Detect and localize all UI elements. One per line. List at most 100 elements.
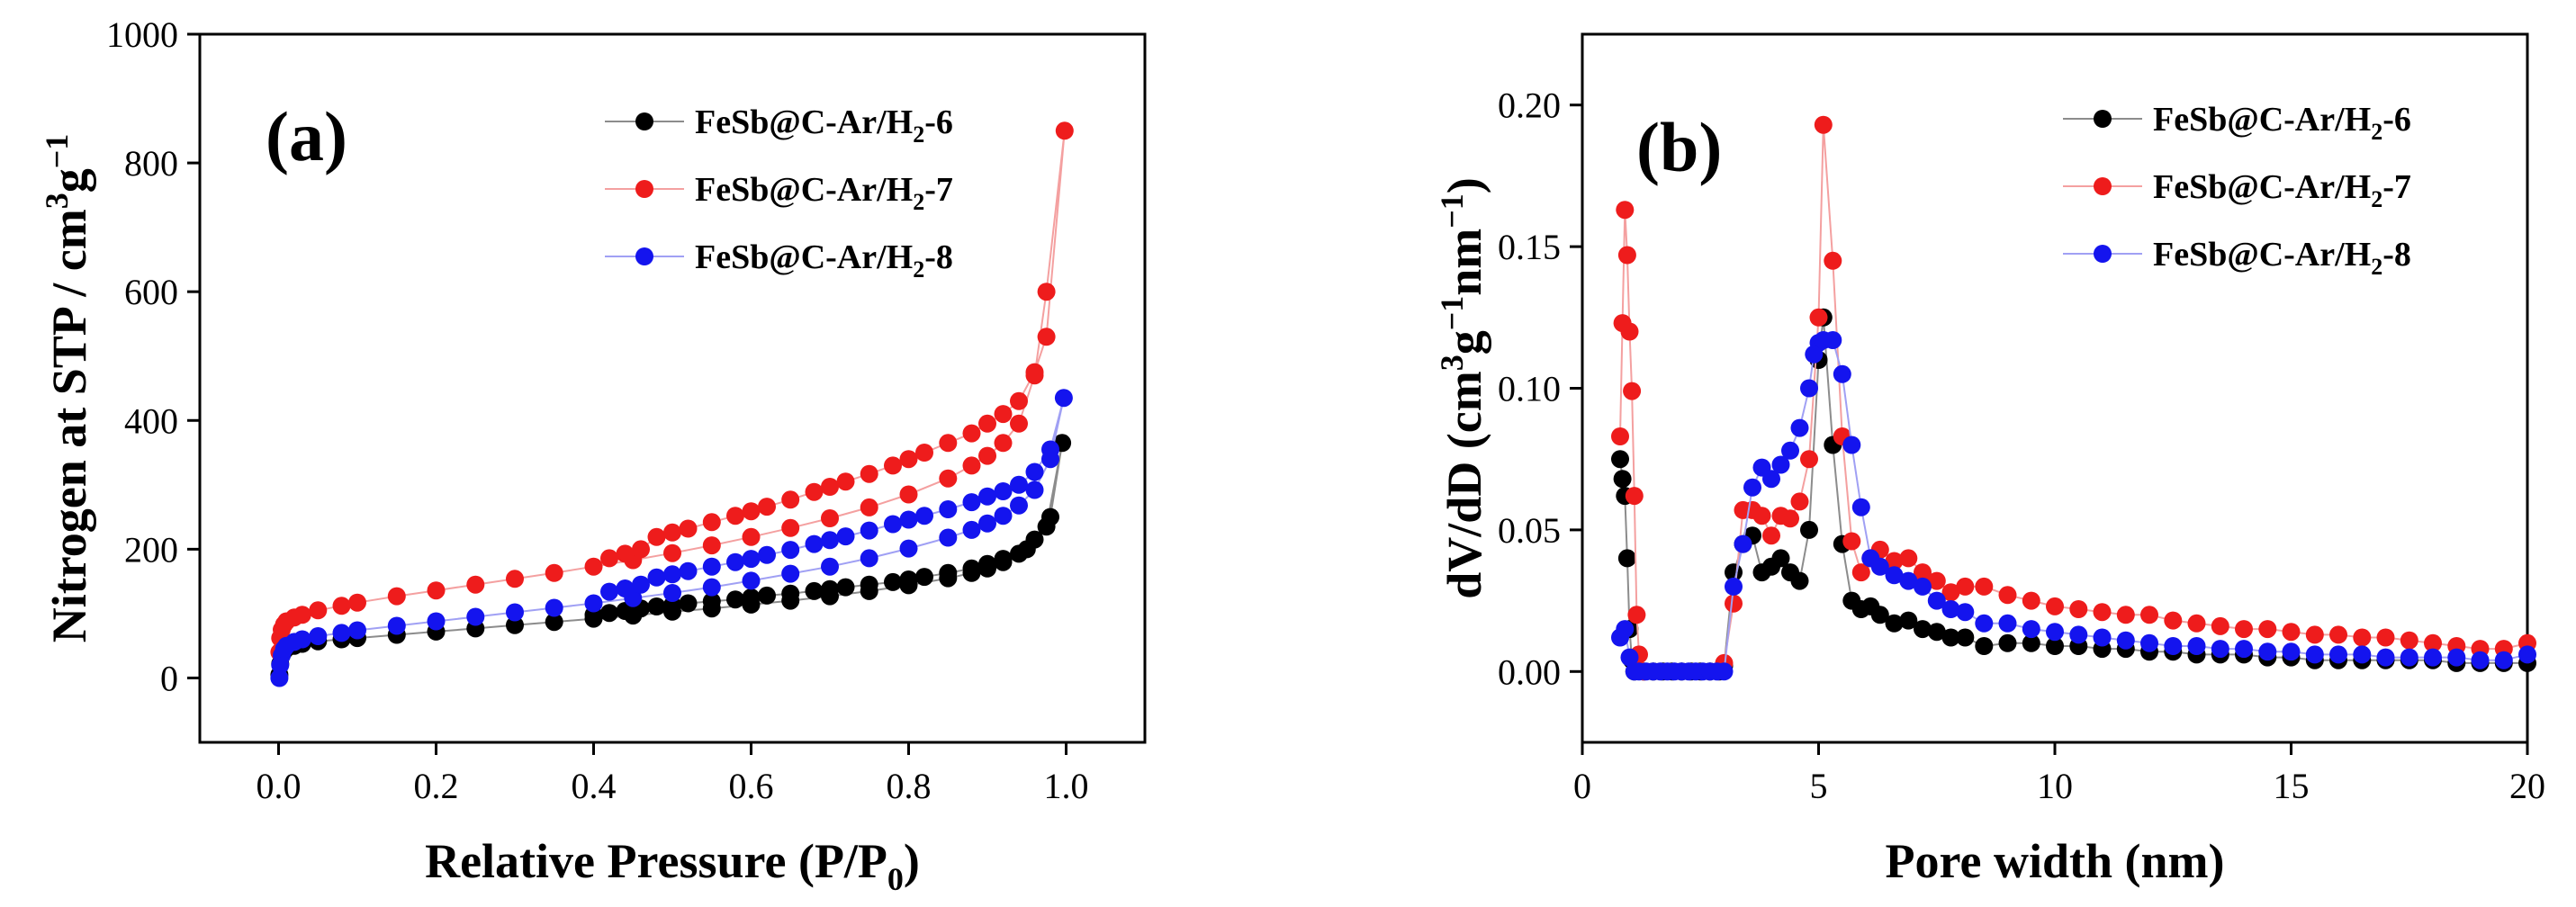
y-axis-label-superscript: 3 (1434, 355, 1470, 371)
data-point (2282, 642, 2301, 661)
chart-panel-b: 0 5 10 15 20 0.00 0.05 0.10 0.15 0.20 (b) FeSb@C-Ar… (1434, 32, 2545, 888)
data-point (860, 464, 878, 483)
data-point (821, 531, 839, 550)
data-point (1941, 628, 1960, 647)
data-point (978, 554, 996, 573)
data-point (962, 456, 981, 475)
data-point (1620, 322, 1639, 341)
y-axis-label: Nitrogen at STP / cm3g−1 (39, 134, 96, 642)
data-point (506, 615, 524, 634)
data-point (1790, 418, 1809, 437)
series-3 (1611, 331, 2536, 681)
y-axis-label-end: ) (1437, 177, 1491, 193)
data-point (2447, 648, 2466, 667)
data-point (962, 520, 981, 539)
data-point (427, 581, 446, 600)
data-point (781, 584, 800, 603)
data-point (1617, 549, 1636, 568)
data-point (616, 602, 635, 620)
legend-label-subscript: 2 (2371, 119, 2382, 145)
data-point (1914, 577, 1932, 596)
data-point (742, 527, 761, 546)
legend-label-main: FeSb@C-Ar/H (2153, 101, 2371, 139)
data-point (1927, 623, 1946, 642)
legend: FeSb@C-Ar/H2-6FeSb@C-Ar/H2-7FeSb@C-Ar/H2… (2063, 101, 2411, 280)
x-axis-label-subscript: 0 (887, 861, 904, 897)
data-point (1956, 603, 1975, 622)
x-tick-label: 20 (2509, 766, 2545, 806)
data-point (994, 550, 1013, 569)
x-tick-label: 0 (1573, 766, 1591, 806)
data-point (1611, 427, 1629, 445)
data-point (1781, 441, 1799, 460)
data-point (2211, 640, 2229, 659)
data-point (726, 590, 744, 609)
data-point (2424, 648, 2442, 667)
data-point (915, 444, 933, 462)
data-point (1998, 633, 2017, 652)
data-point (994, 434, 1013, 453)
data-point (600, 582, 618, 601)
data-point (781, 518, 800, 537)
data-point (663, 543, 681, 562)
data-point (1025, 462, 1044, 481)
data-point (899, 510, 918, 529)
data-point (2305, 625, 2324, 644)
legend-label-end: -7 (2382, 168, 2411, 206)
data-point (1800, 520, 1818, 539)
data-point (1010, 414, 1028, 433)
data-point (821, 579, 839, 598)
data-point (962, 559, 981, 578)
data-point (702, 513, 721, 532)
data-point (584, 557, 603, 576)
data-point (2116, 631, 2135, 650)
data-point (2494, 651, 2513, 669)
data-point (1975, 637, 1994, 655)
plot-frame (198, 32, 1147, 744)
data-point (1790, 571, 1809, 590)
data-point (2046, 597, 2064, 615)
data-point (2069, 600, 2088, 618)
data-point (1617, 246, 1636, 265)
y-axis-label: dV/dD (cm3g−1nm−1) (1434, 177, 1491, 599)
data-point (1914, 620, 1932, 639)
legend-label-main: FeSb@C-Ar/H (695, 238, 913, 276)
data-point (2140, 606, 2158, 624)
data-point (1790, 492, 1809, 511)
data-point (545, 563, 563, 582)
data-point (1824, 251, 1842, 270)
x-tick-label: 1.0 (1044, 766, 1089, 806)
data-point (2353, 645, 2372, 664)
x-axis-label: Pore width (nm) (1886, 834, 2225, 888)
data-point (962, 424, 981, 443)
data-point (1762, 470, 1780, 489)
data-point (1800, 450, 1818, 469)
data-point (2187, 614, 2206, 633)
data-point (962, 493, 981, 512)
x-tick-label: 0.2 (414, 766, 459, 806)
data-point (427, 612, 446, 631)
data-point (758, 545, 776, 564)
legend-label-subscript: 2 (2371, 186, 2382, 212)
data-point (994, 482, 1013, 500)
data-point (1842, 532, 1861, 551)
legend-label: FeSb@C-Ar/H2-6 (2153, 101, 2411, 145)
legend-label-end: -8 (924, 238, 953, 276)
data-point (742, 502, 761, 521)
legend-marker (635, 180, 653, 198)
data-point (758, 498, 776, 516)
data-point (616, 544, 635, 563)
data-point (2093, 628, 2112, 647)
y-tick-label: 400 (124, 400, 178, 441)
data-point (742, 571, 761, 590)
data-point (1975, 577, 1994, 596)
data-point (702, 536, 721, 555)
data-point (1941, 600, 1960, 618)
data-point (600, 604, 618, 623)
data-point (1927, 591, 1946, 610)
data-point (821, 509, 839, 527)
data-point (332, 624, 351, 642)
legend-label-main: FeSb@C-Ar/H (2153, 236, 2371, 274)
legend: FeSb@C-Ar/H2-6FeSb@C-Ar/H2-7FeSb@C-Ar/H2… (605, 103, 953, 283)
legend-label-subscript: 2 (913, 189, 924, 215)
